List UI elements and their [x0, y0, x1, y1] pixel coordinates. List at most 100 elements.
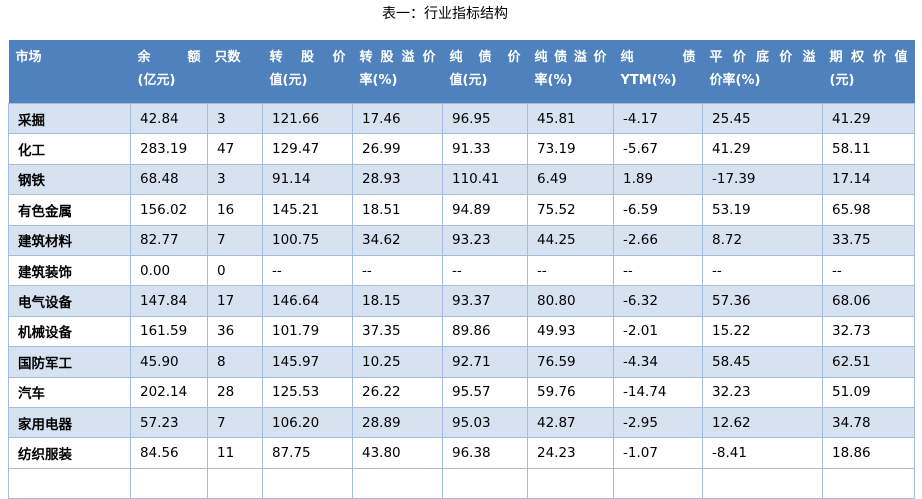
value-cell: 3 — [207, 102, 263, 135]
value-cell: -4.34 — [613, 346, 703, 378]
value-cell: 57.23 — [130, 406, 208, 439]
market-cell: 汽车 — [8, 376, 131, 408]
value-cell: -1.07 — [613, 437, 703, 469]
value-cell: 95.57 — [442, 376, 528, 408]
value-cell: -6.59 — [613, 194, 703, 226]
value-cell: 58.11 — [822, 133, 915, 165]
value-cell: 26.99 — [352, 133, 443, 165]
column-header-1: 市场 — [8, 40, 131, 104]
value-cell: -4.17 — [613, 102, 703, 135]
table-row: 钢铁 68.48 3 91.14 28.93 110.41 6.49 1.89 -17.39 17… — [8, 163, 915, 196]
value-cell — [442, 467, 528, 499]
value-cell: 43.80 — [352, 437, 443, 469]
column-header-line1: 只数 — [214, 50, 241, 65]
market-cell: 国防军工 — [8, 346, 131, 378]
market-cell: 电气设备 — [8, 285, 131, 317]
value-cell: 283.19 — [130, 133, 208, 165]
market-cell: 建筑装饰 — [8, 254, 131, 287]
value-cell: -2.01 — [613, 315, 703, 348]
value-cell: 110.41 — [442, 163, 528, 196]
column-header-line1: 纯债价 — [449, 50, 521, 65]
value-cell: 18.15 — [352, 285, 443, 317]
column-header-3: 只数 — [207, 40, 263, 104]
market-cell: 建筑材料 — [8, 224, 131, 256]
value-cell: 156.02 — [130, 194, 208, 226]
column-header-line1: 平价底价溢 — [709, 50, 816, 65]
header-row: 市场余额 (亿元) 只数转股价值(元) 转股溢价率(%) 纯债价值(元) 纯债溢价率(%)… — [8, 40, 915, 104]
value-cell: 93.23 — [442, 224, 528, 256]
value-cell: -- — [442, 254, 528, 287]
value-cell: 11 — [207, 437, 263, 469]
market-cell: 纺织服装 — [8, 437, 131, 469]
value-cell — [702, 467, 823, 499]
value-cell: 42.87 — [527, 406, 614, 439]
column-header-10: 期权价值 (元) — [822, 40, 915, 104]
value-cell — [262, 467, 353, 499]
value-cell: 100.75 — [262, 224, 353, 256]
value-cell: 53.19 — [702, 194, 823, 226]
value-cell: 0.00 — [130, 254, 208, 287]
column-header-8: 纯债 YTM(%) — [613, 40, 703, 104]
value-cell: 125.53 — [262, 376, 353, 408]
column-header-line2: (元) — [829, 73, 855, 88]
value-cell: 42.84 — [130, 102, 208, 135]
table-row: 国防军工 45.90 8 145.97 10.25 92.71 76.59 -4.34 58.4… — [8, 346, 915, 378]
value-cell: -- — [702, 254, 823, 287]
value-cell: 147.84 — [130, 285, 208, 317]
value-cell: 32.23 — [702, 376, 823, 408]
value-cell: 80.80 — [527, 285, 614, 317]
value-cell: 47 — [207, 133, 263, 165]
value-cell: 44.25 — [527, 224, 614, 256]
value-cell: 37.35 — [352, 315, 443, 348]
value-cell: 45.81 — [527, 102, 614, 135]
value-cell: -- — [822, 254, 915, 287]
value-cell: 94.89 — [442, 194, 528, 226]
column-header-line1: 纯债溢价 — [534, 50, 607, 65]
value-cell: 10.25 — [352, 346, 443, 378]
value-cell — [613, 467, 703, 499]
column-header-line1: 期权价值 — [829, 50, 908, 65]
table-row: 采掘 42.84 3 121.66 17.46 96.95 45.81 -4.17 25.45 4… — [8, 102, 915, 135]
value-cell: -17.39 — [702, 163, 823, 196]
value-cell: -14.74 — [613, 376, 703, 408]
column-header-2: 余额 (亿元) — [130, 40, 208, 104]
value-cell: 17.14 — [822, 163, 915, 196]
value-cell: -- — [613, 254, 703, 287]
value-cell: 1.89 — [613, 163, 703, 196]
value-cell: 202.14 — [130, 376, 208, 408]
market-cell: 化工 — [8, 133, 131, 165]
market-cell: 有色金属 — [8, 194, 131, 226]
column-header-line1: 市场 — [15, 50, 42, 65]
market-cell: 家用电器 — [8, 406, 131, 439]
column-header-line2: 值(元) — [449, 73, 488, 88]
value-cell: 17.46 — [352, 102, 443, 135]
table-row: 汽车 202.14 28 125.53 26.22 95.57 59.76 -14.74 32.… — [8, 376, 915, 408]
column-header-6: 纯债价值(元) — [442, 40, 528, 104]
value-cell: -- — [352, 254, 443, 287]
table-row: 家用电器 57.23 7 106.20 28.89 95.03 42.87 -2.95 12.6… — [8, 406, 915, 439]
column-header-line2: YTM(%) — [620, 73, 677, 88]
table-row: 纺织服装 84.56 11 87.75 43.80 96.38 24.23 -1.07 -8.4… — [8, 437, 915, 469]
value-cell: 59.76 — [527, 376, 614, 408]
column-header-line1: 余额 — [137, 50, 201, 65]
value-cell: 7 — [207, 406, 263, 439]
table-row: 电气设备 147.84 17 146.64 18.15 93.37 80.80 -6.32 57… — [8, 285, 915, 317]
value-cell: 34.78 — [822, 406, 915, 439]
column-header-line1: 转股价 — [269, 50, 346, 65]
value-cell — [130, 467, 208, 499]
value-cell: 75.52 — [527, 194, 614, 226]
value-cell: 12.62 — [702, 406, 823, 439]
value-cell: 129.47 — [262, 133, 353, 165]
table-row: 建筑材料 82.77 7 100.75 34.62 93.23 44.25 -2.66 8.72… — [8, 224, 915, 256]
value-cell: 92.71 — [442, 346, 528, 378]
column-header-line2: 值(元) — [269, 73, 308, 88]
table-row: 建筑装饰 0.00 0 -- -- -- -- -- -- -- — [8, 254, 915, 287]
value-cell: 57.36 — [702, 285, 823, 317]
table-body: 采掘 42.84 3 121.66 17.46 96.95 45.81 -4.17 25.45 4… — [8, 102, 915, 499]
value-cell: 145.21 — [262, 194, 353, 226]
value-cell: 6.49 — [527, 163, 614, 196]
table-row-partial — [8, 467, 915, 499]
value-cell: 76.59 — [527, 346, 614, 378]
value-cell: 89.86 — [442, 315, 528, 348]
column-header-line2: (亿元) — [137, 73, 176, 88]
